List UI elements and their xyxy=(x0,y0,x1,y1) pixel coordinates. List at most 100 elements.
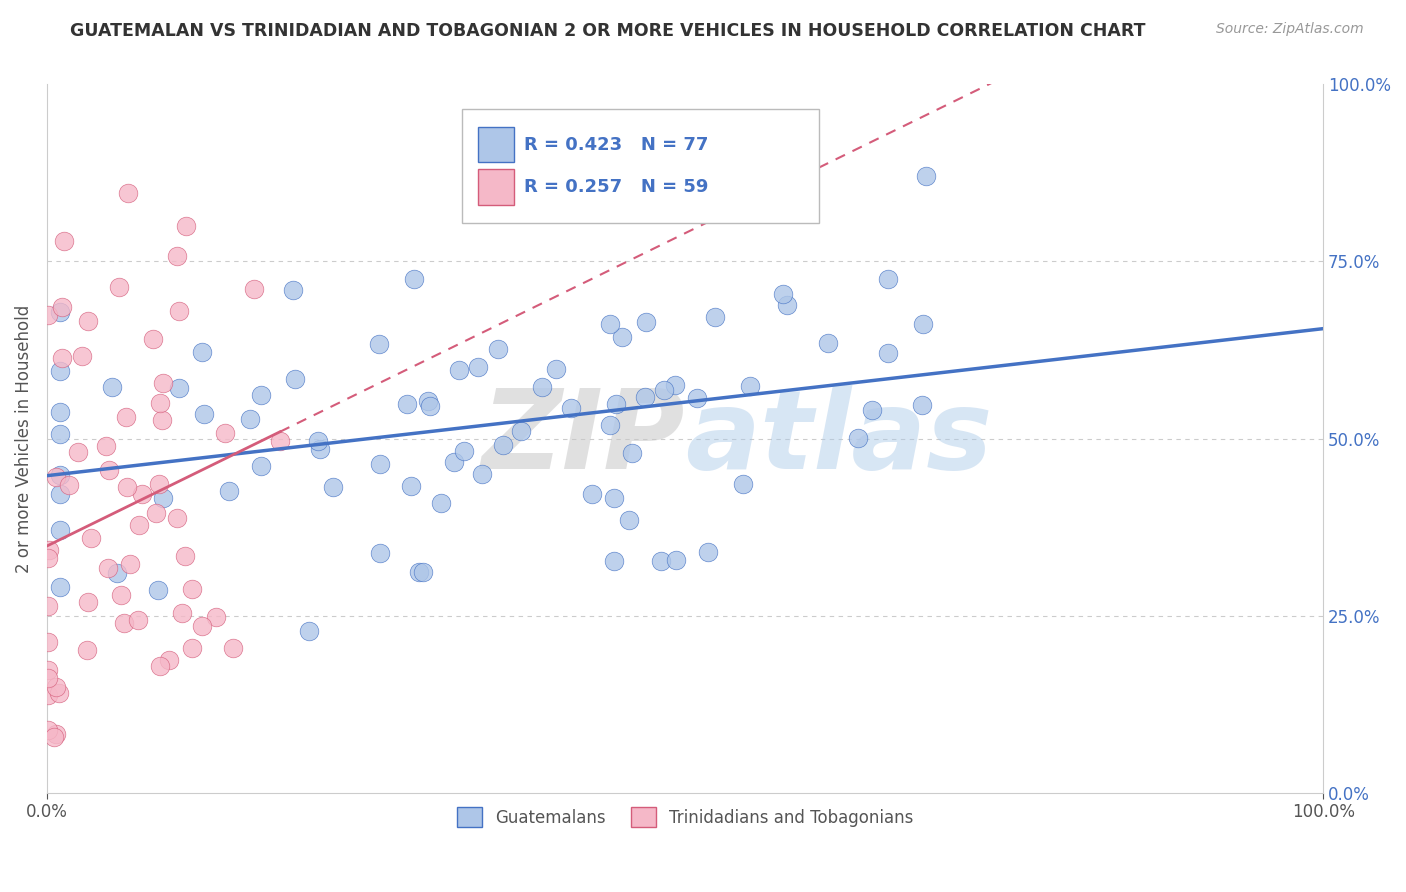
Point xyxy=(298,624,321,638)
Point xyxy=(48,468,70,483)
Point xyxy=(45,680,67,694)
Point xyxy=(76,643,98,657)
Point xyxy=(603,491,626,505)
Point xyxy=(127,613,149,627)
Point xyxy=(145,506,167,520)
Point xyxy=(599,318,621,332)
Point xyxy=(205,609,228,624)
Point xyxy=(77,314,100,328)
Point xyxy=(51,351,73,365)
Point xyxy=(166,511,188,525)
Point xyxy=(48,364,70,378)
Point xyxy=(105,566,128,581)
Point xyxy=(45,470,67,484)
Point xyxy=(399,479,422,493)
Point xyxy=(877,346,900,360)
Point xyxy=(214,426,236,441)
Point xyxy=(97,561,120,575)
Point xyxy=(174,219,197,234)
Point xyxy=(402,272,425,286)
Text: Source: ZipAtlas.com: Source: ZipAtlas.com xyxy=(1216,22,1364,37)
Point xyxy=(269,434,291,449)
Point xyxy=(37,663,59,677)
Point xyxy=(38,542,60,557)
Point xyxy=(368,457,391,471)
Point xyxy=(152,491,174,505)
Point xyxy=(191,619,214,633)
Point xyxy=(696,545,718,559)
Point xyxy=(419,400,441,414)
Point xyxy=(167,304,190,318)
Point xyxy=(530,380,553,394)
Point xyxy=(599,417,621,432)
Point xyxy=(222,641,245,656)
Point xyxy=(915,169,938,183)
Point xyxy=(37,599,59,614)
Point xyxy=(486,343,509,357)
Point xyxy=(108,280,131,294)
Point xyxy=(131,487,153,501)
Point xyxy=(509,425,531,439)
Point xyxy=(37,723,59,738)
Point xyxy=(79,531,101,545)
Point xyxy=(120,557,142,571)
Point xyxy=(412,565,434,579)
Point xyxy=(560,401,582,416)
Legend: Guatemalans, Trinidadians and Tobagonians: Guatemalans, Trinidadians and Tobagonian… xyxy=(450,800,920,834)
Point xyxy=(912,317,935,331)
Text: GUATEMALAN VS TRINIDADIAN AND TOBAGONIAN 2 OR MORE VEHICLES IN HOUSEHOLD CORRELA: GUATEMALAN VS TRINIDADIAN AND TOBAGONIAN… xyxy=(70,22,1146,40)
Point xyxy=(115,409,138,424)
Point xyxy=(877,272,900,286)
Point xyxy=(686,391,709,405)
Point xyxy=(128,517,150,532)
Point xyxy=(416,394,439,409)
Point xyxy=(48,580,70,594)
Point xyxy=(322,480,344,494)
Text: atlas: atlas xyxy=(685,385,993,492)
Point xyxy=(817,335,839,350)
Point xyxy=(37,688,59,702)
Point xyxy=(181,582,204,596)
Point xyxy=(37,550,59,565)
Point xyxy=(149,396,172,410)
Point xyxy=(110,588,132,602)
Point xyxy=(101,380,124,394)
Text: R = 0.257   N = 59: R = 0.257 N = 59 xyxy=(524,178,709,196)
Point xyxy=(449,363,471,377)
Point xyxy=(491,438,513,452)
Point xyxy=(249,388,271,402)
Point xyxy=(471,467,494,481)
Point xyxy=(48,427,70,442)
FancyBboxPatch shape xyxy=(478,127,515,162)
Point xyxy=(284,372,307,386)
Point xyxy=(193,407,215,421)
Point xyxy=(581,487,603,501)
Point xyxy=(467,359,489,374)
Point xyxy=(44,730,66,744)
Point xyxy=(603,554,626,568)
Point xyxy=(166,249,188,263)
Point xyxy=(115,480,138,494)
Point xyxy=(94,439,117,453)
Point xyxy=(167,381,190,395)
Y-axis label: 2 or more Vehicles in Household: 2 or more Vehicles in Household xyxy=(15,304,32,573)
Point xyxy=(37,308,59,322)
Point xyxy=(239,411,262,425)
Point xyxy=(250,459,273,474)
Point xyxy=(48,686,70,700)
Point xyxy=(368,546,391,560)
Point xyxy=(112,615,135,630)
Point xyxy=(395,396,418,410)
Point xyxy=(703,310,725,324)
Point xyxy=(67,445,90,459)
Point xyxy=(146,582,169,597)
Point xyxy=(97,462,120,476)
Point xyxy=(58,477,80,491)
Point xyxy=(48,487,70,501)
Point xyxy=(45,727,67,741)
Point xyxy=(152,376,174,391)
Point xyxy=(180,640,202,655)
Point xyxy=(148,476,170,491)
Point xyxy=(652,383,675,397)
Point xyxy=(612,330,634,344)
